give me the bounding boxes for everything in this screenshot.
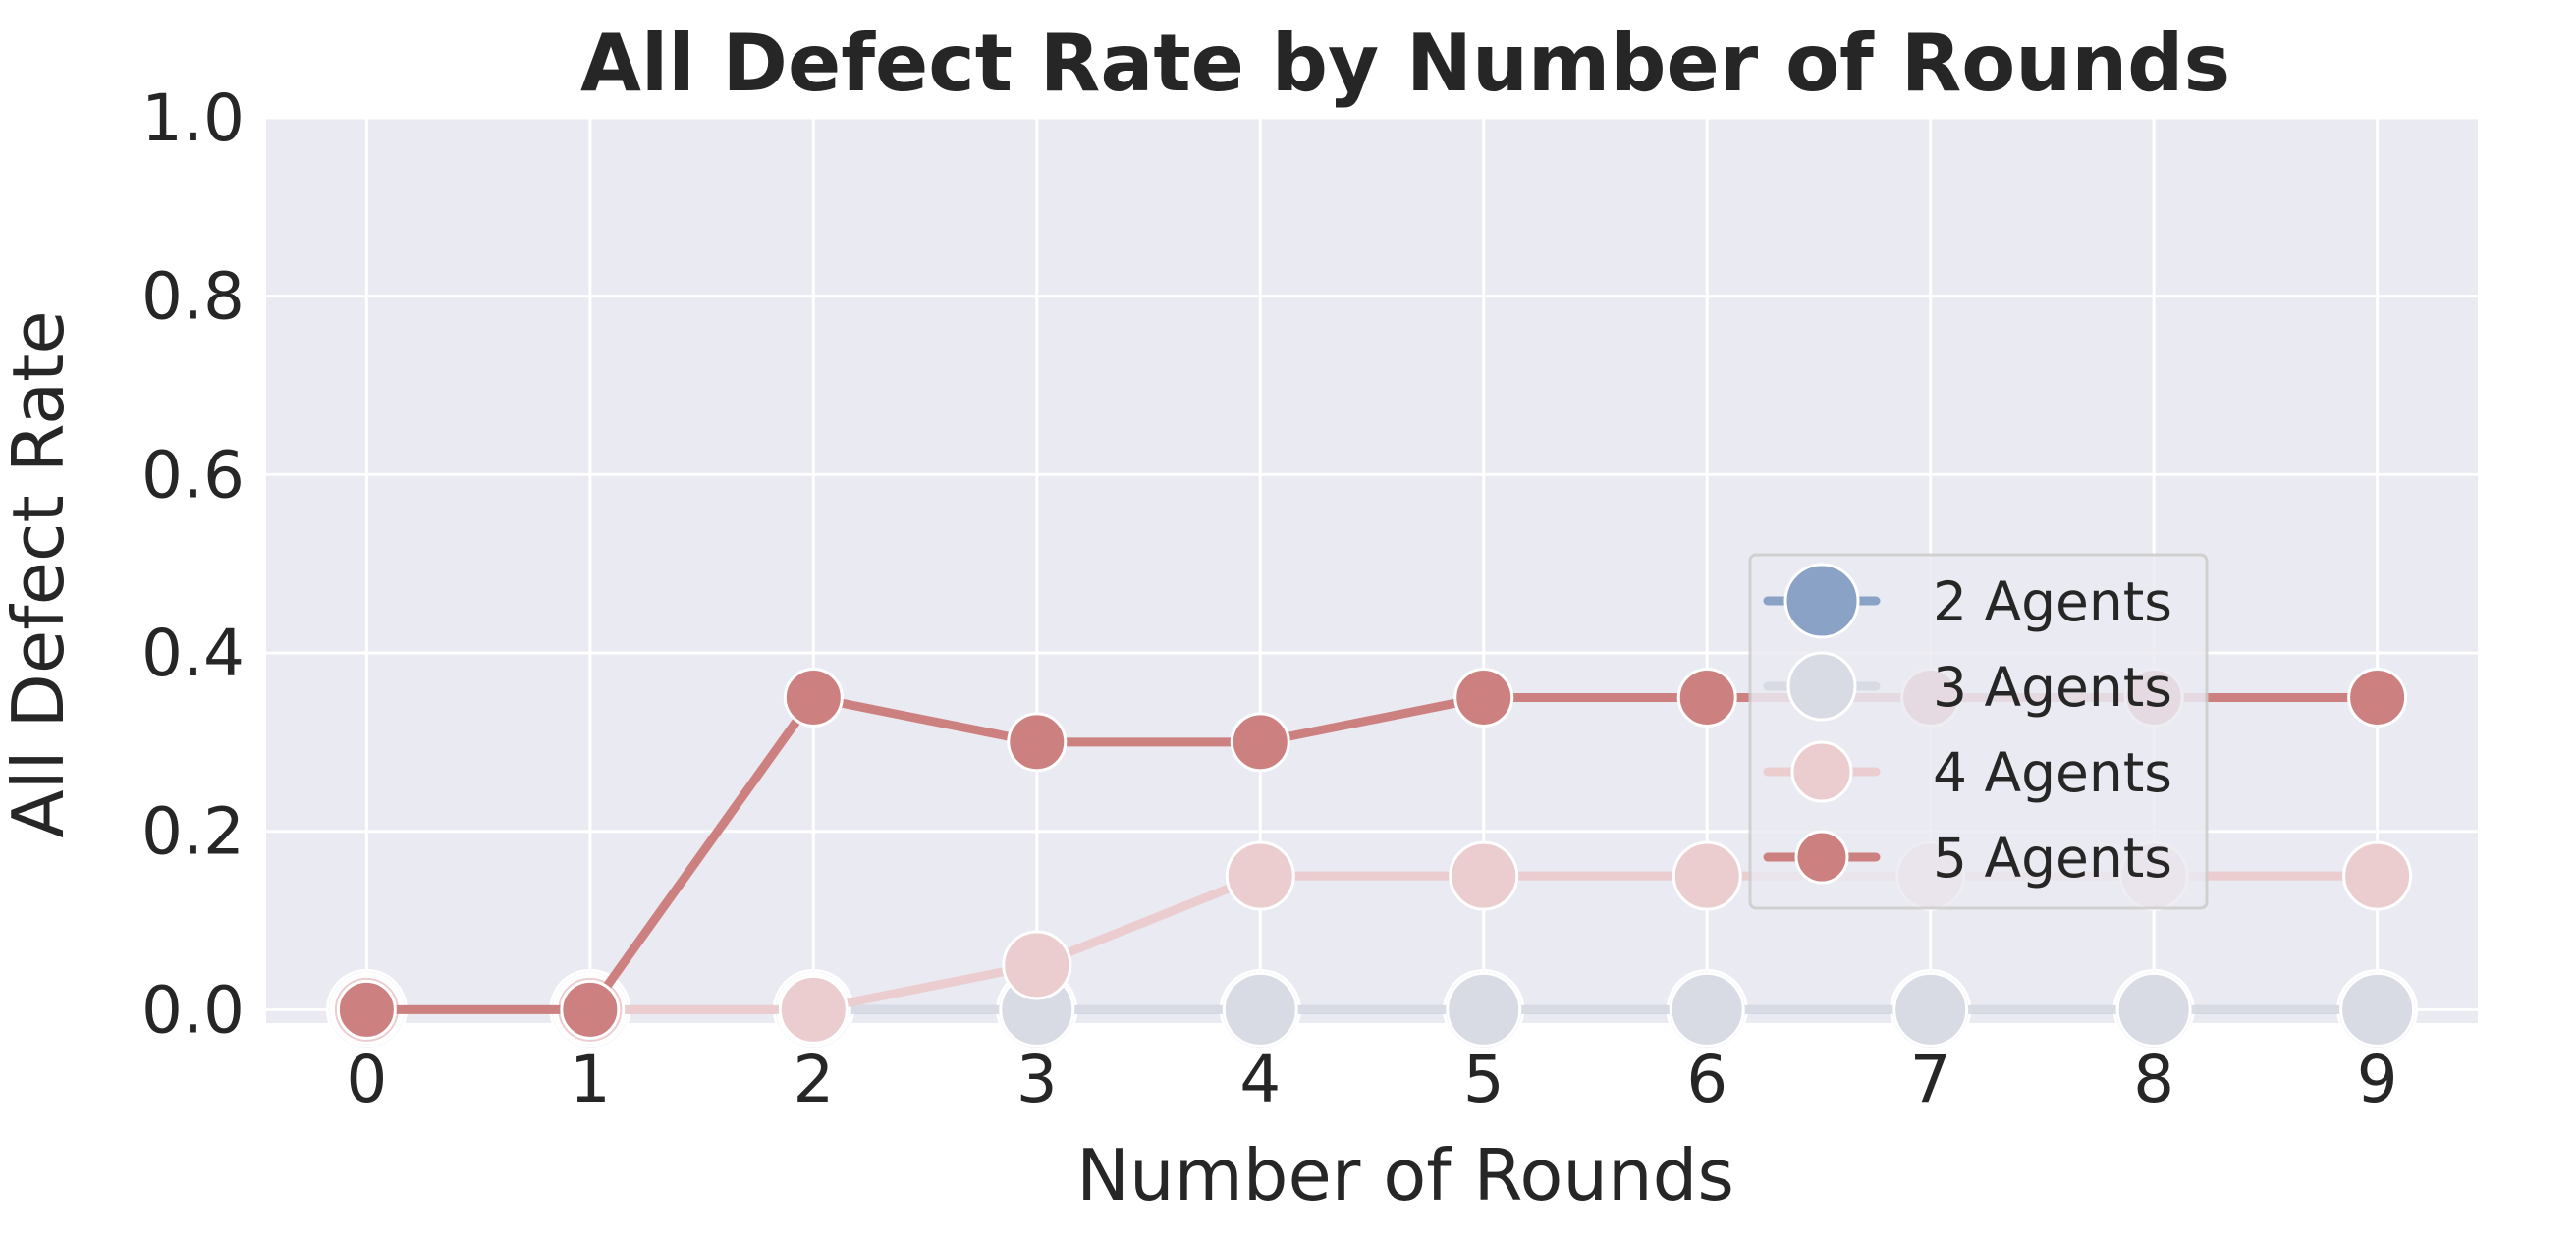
legend-label: 3 Agents (1933, 656, 2172, 719)
data-point (1672, 840, 1742, 911)
data-point (1225, 840, 1295, 911)
y-tick-label: 1.0 (141, 81, 245, 156)
data-point (2342, 840, 2413, 911)
x-tick-label: 2 (793, 1042, 834, 1117)
legend-marker (1783, 563, 1860, 639)
y-tick-label: 0.4 (141, 616, 245, 691)
legend-label: 2 Agents (1933, 570, 2172, 633)
data-point (1669, 971, 1745, 1048)
legend-label: 5 Agents (1933, 827, 2172, 890)
y-tick-label: 0.8 (141, 259, 245, 335)
chart-title: All Defect Rate by Number of Rounds (580, 18, 2230, 109)
data-point (1449, 840, 1519, 911)
data-point (336, 979, 397, 1040)
legend-marker (1786, 651, 1857, 722)
legend-label: 4 Agents (1933, 741, 2172, 804)
x-tick-label: 5 (1463, 1042, 1505, 1117)
legend: 2 Agents 3 Agents 4 Agents 5 Agents (1748, 553, 2209, 910)
y-ticks: 0.0 0.2 0.4 0.6 0.8 1.0 (141, 81, 245, 1048)
legend-entry: 2 Agents (1763, 563, 2172, 639)
y-tick-label: 0.2 (141, 794, 245, 870)
x-ticks: 0 1 2 3 4 5 6 7 8 9 (346, 1042, 2397, 1117)
y-tick-label: 0.0 (141, 972, 245, 1048)
x-tick-label: 8 (2133, 1042, 2174, 1117)
data-point (2347, 667, 2408, 728)
data-point (778, 974, 849, 1045)
data-point (2115, 971, 2192, 1048)
legend-entry: 3 Agents (1763, 651, 2172, 722)
x-axis-label: Number of Rounds (1076, 1134, 1734, 1216)
y-axis-label: All Defect Rate (0, 310, 80, 837)
x-tick-label: 6 (1686, 1042, 1727, 1117)
legend-entry: 5 Agents (1763, 827, 2172, 890)
x-tick-label: 7 (1910, 1042, 1951, 1117)
data-point (2339, 971, 2416, 1048)
data-point (1676, 667, 1737, 728)
data-point (1230, 712, 1290, 773)
data-point (560, 979, 621, 1040)
data-point (1007, 712, 1068, 773)
data-point (1892, 971, 1969, 1048)
legend-marker (1790, 740, 1853, 803)
x-tick-label: 4 (1239, 1042, 1281, 1117)
data-point (783, 667, 844, 728)
y-tick-label: 0.6 (141, 437, 245, 513)
legend-entry: 4 Agents (1763, 740, 2172, 804)
data-point (1222, 971, 1298, 1048)
x-tick-label: 1 (570, 1042, 611, 1117)
data-point (1446, 971, 1522, 1048)
x-tick-label: 3 (1016, 1042, 1058, 1117)
legend-marker (1794, 830, 1849, 885)
x-tick-label: 9 (2357, 1042, 2398, 1117)
data-point (1002, 930, 1072, 1000)
legend-box (1748, 553, 2209, 910)
data-point (1453, 667, 1514, 728)
x-tick-label: 0 (346, 1042, 387, 1117)
